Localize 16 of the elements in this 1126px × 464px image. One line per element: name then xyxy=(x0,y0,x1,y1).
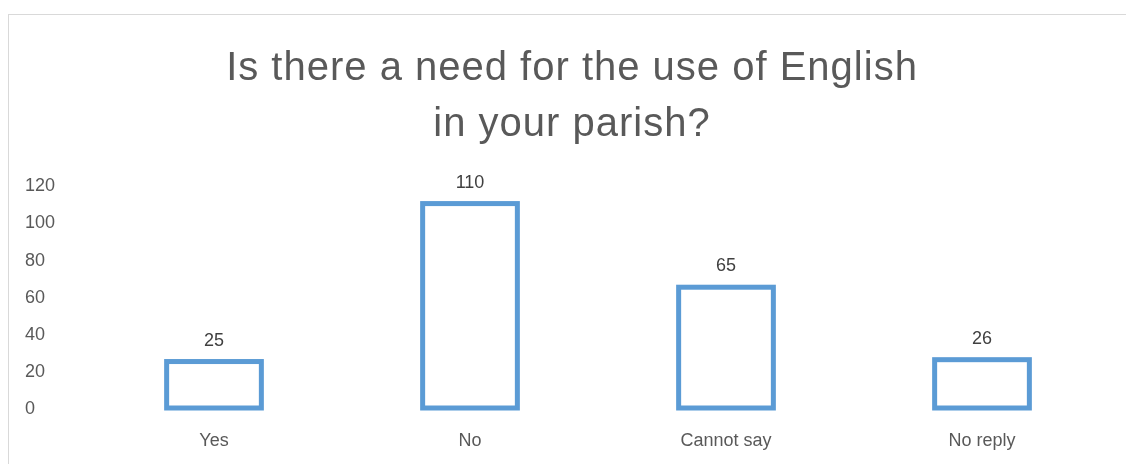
data-label: 26 xyxy=(971,327,993,348)
x-tick-label: No reply xyxy=(948,430,1016,450)
x-tick-label: No xyxy=(458,430,482,450)
y-tick-label: 100 xyxy=(25,212,56,233)
y-tick-label: 80 xyxy=(25,249,46,270)
y-tick-label: 20 xyxy=(25,361,46,382)
data-label: 65 xyxy=(715,255,737,276)
data-label: 110 xyxy=(455,171,485,192)
x-tick-label: Cannot say xyxy=(680,430,772,450)
y-tick-label: 40 xyxy=(25,323,46,344)
chart-title: Is there a need for the use of English in your parish? xyxy=(226,44,918,144)
y-tick-label: 120 xyxy=(25,175,56,196)
y-tick-label: 60 xyxy=(25,286,46,307)
data-label: 25 xyxy=(203,329,225,350)
y-tick-label: 0 xyxy=(25,398,36,419)
x-tick-label: Yes xyxy=(199,430,229,450)
